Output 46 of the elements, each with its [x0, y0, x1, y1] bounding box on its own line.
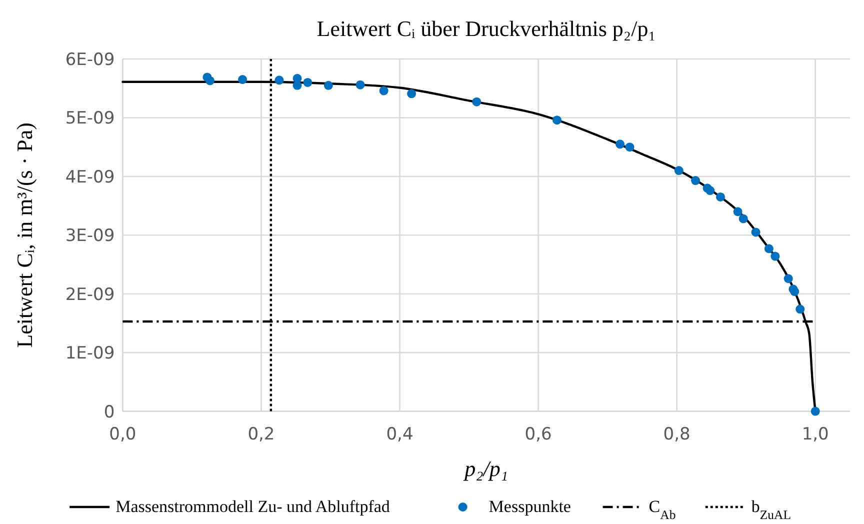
point [790, 287, 800, 296]
y-tick-label: 5E-09 [65, 108, 115, 129]
point [205, 76, 214, 86]
point [796, 304, 805, 314]
point [810, 406, 820, 416]
x-tick-label: 0,6 [524, 424, 552, 444]
point [706, 186, 715, 196]
point [356, 80, 365, 90]
y-tick-label: 6E-09 [65, 50, 115, 70]
point [770, 252, 780, 261]
point [751, 228, 760, 237]
point [379, 86, 388, 96]
point [274, 76, 284, 85]
y-tick-label: 1E-09 [65, 344, 115, 364]
point [552, 116, 562, 125]
legend-label: Massenstrommodell Zu- und Abluftpfad [116, 497, 390, 516]
y-tick-label: 2E-09 [65, 284, 115, 305]
legend-label: b$_{ZuAL}$ [751, 497, 792, 522]
point [616, 140, 625, 149]
x-tick-label: 0,8 [663, 424, 690, 444]
point [292, 80, 302, 90]
point [303, 78, 312, 87]
legend-label: Messpunkte [488, 497, 571, 516]
point [784, 274, 793, 284]
point [238, 75, 248, 84]
y-tick-label: 3E-09 [65, 226, 115, 246]
y-tick-label: 4E-09 [65, 167, 115, 188]
point [764, 244, 774, 254]
chart-title: Leitwert Cᵢ über Druckverhältnis p₂/p₁ [316, 16, 656, 41]
x-axis-title: p₂/p₁ [462, 456, 508, 481]
y-tick-label: 0 [104, 402, 115, 422]
x-tick-label: 0,2 [248, 424, 275, 444]
point [625, 142, 634, 152]
x-tick-label: 0,4 [386, 424, 414, 444]
point [716, 192, 725, 202]
legend-label: C$_{Ab}$ [648, 497, 676, 522]
y-axis-title: Leitwert Cᵢ, in m³/(s · Pa) [12, 122, 37, 348]
point [738, 214, 748, 224]
point [733, 207, 742, 216]
point [472, 97, 482, 106]
point [324, 80, 333, 90]
x-tick-label: 0,0 [109, 424, 136, 444]
x-tick-label: 1,0 [802, 424, 829, 444]
point [691, 176, 700, 186]
point [674, 166, 684, 176]
point [407, 89, 416, 98]
